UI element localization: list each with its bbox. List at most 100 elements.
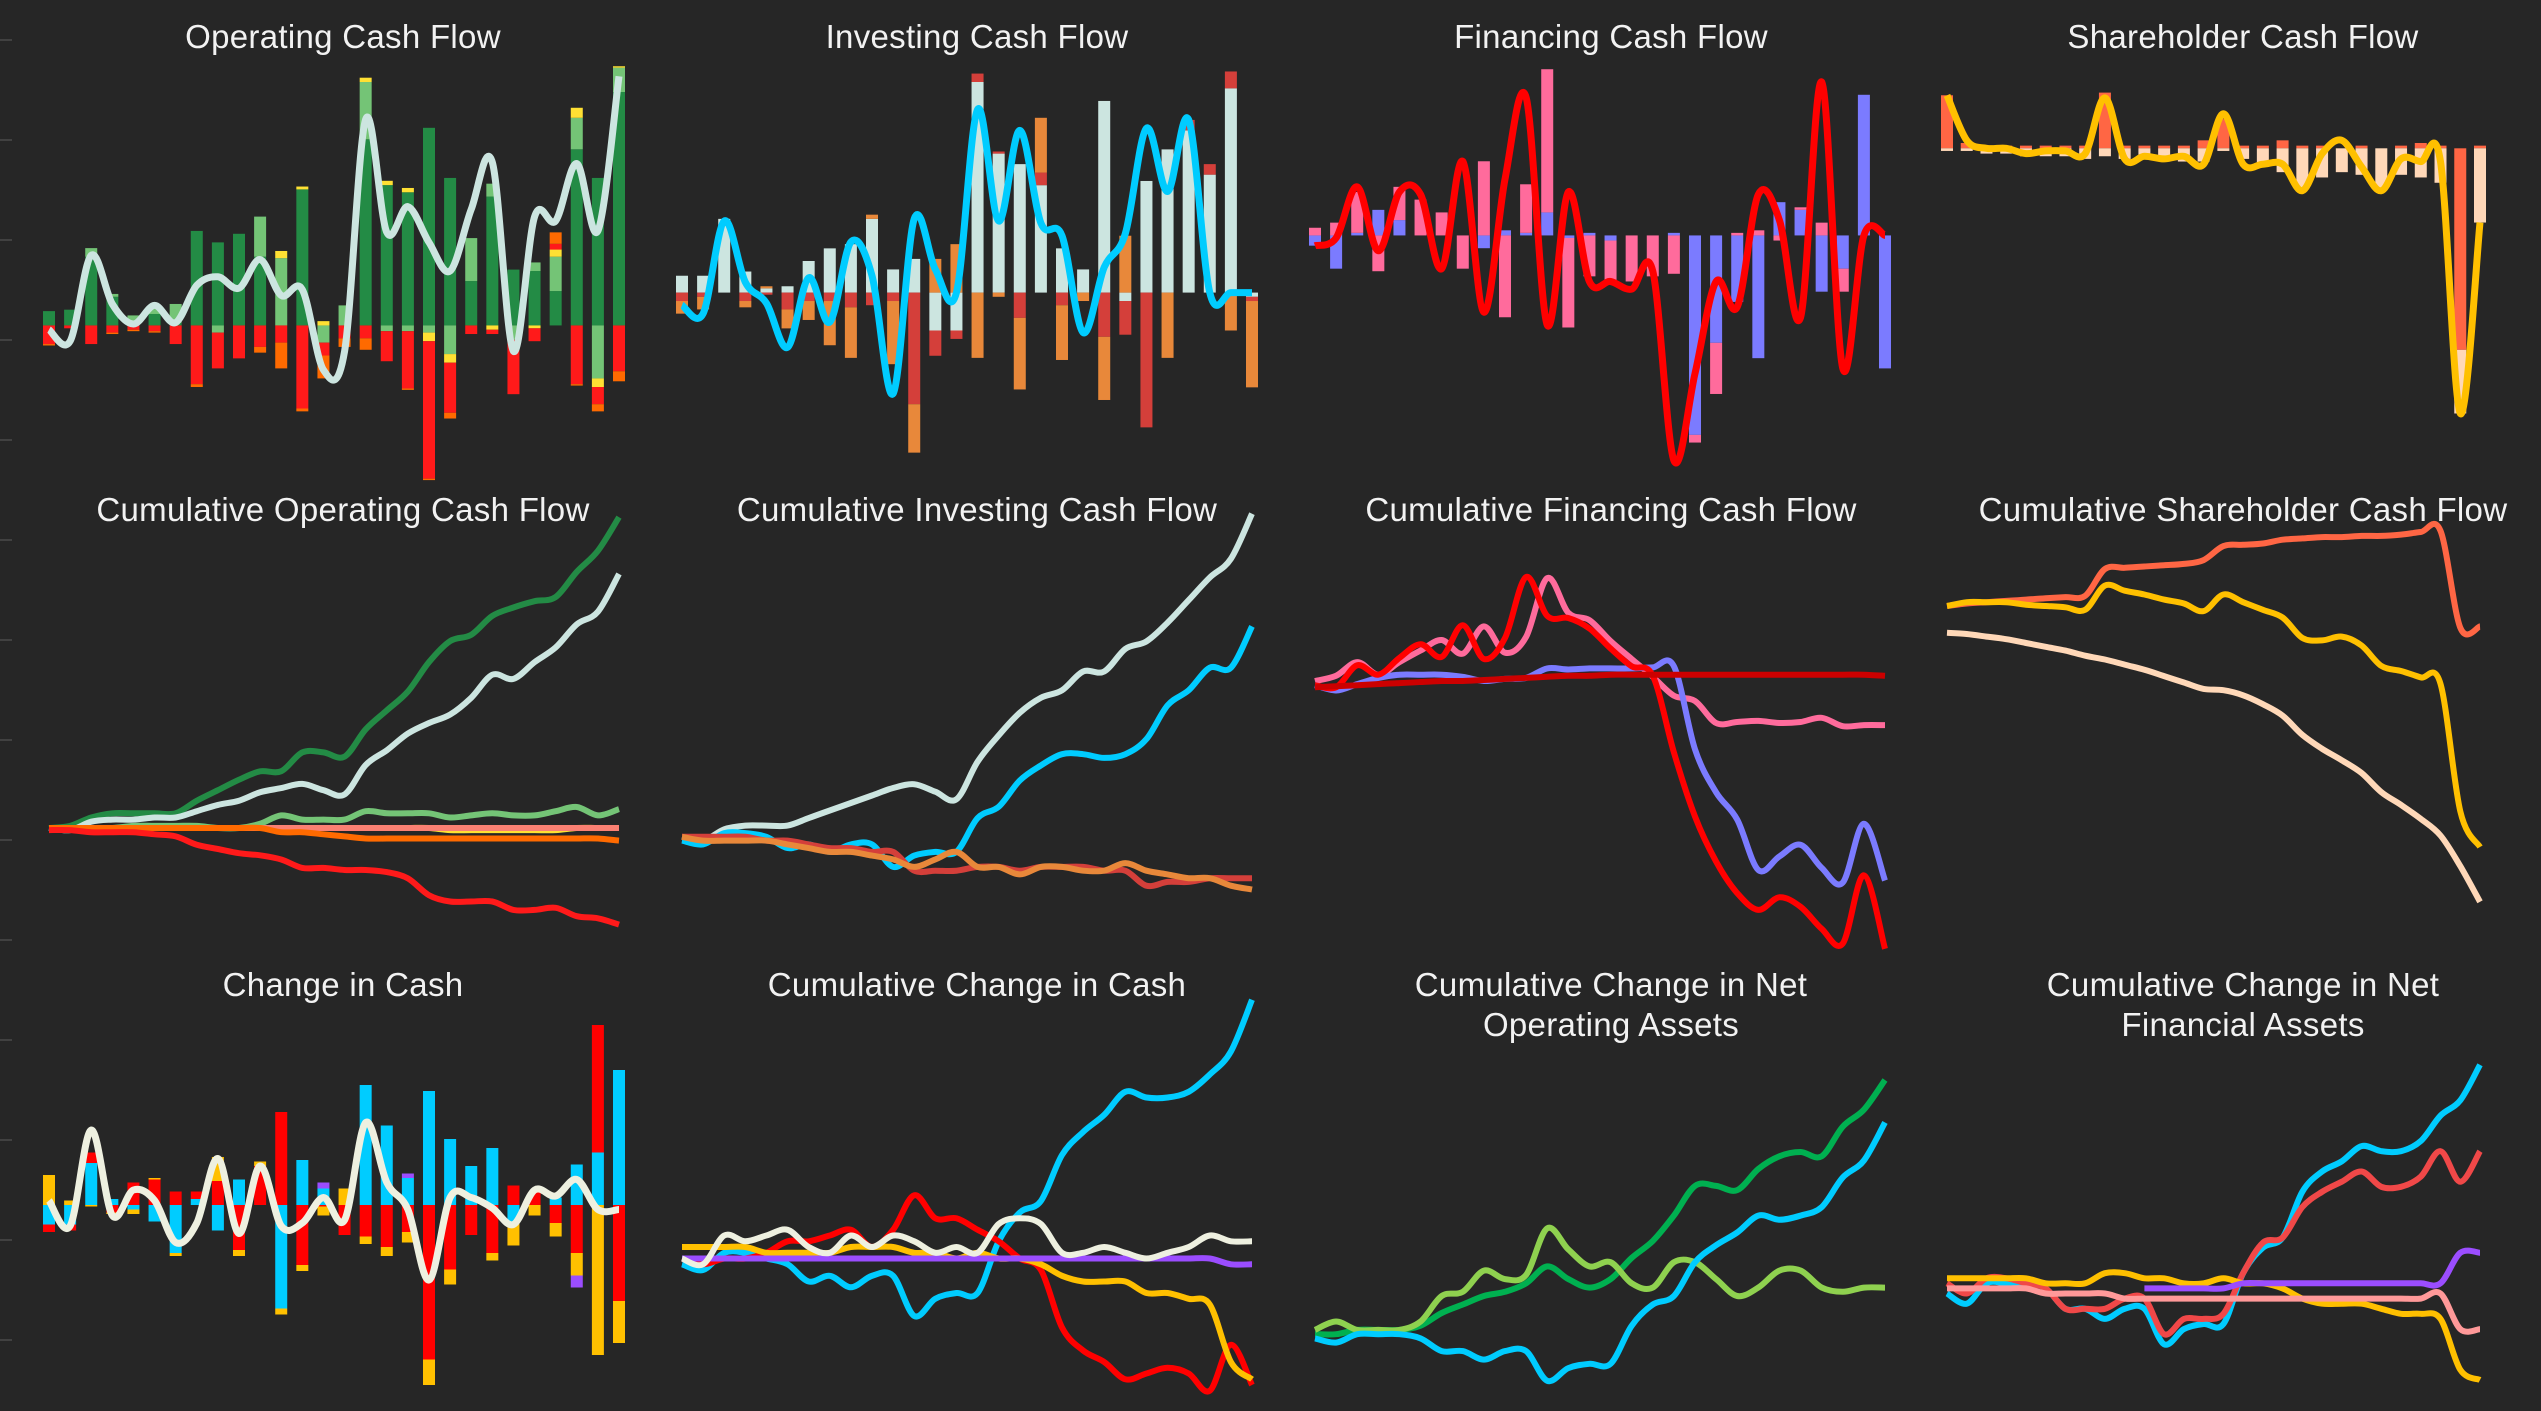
series-line [680,1215,1253,1269]
chart-title: Operating Assets [1483,1006,1739,1043]
series-line [48,826,620,928]
bar-segment [233,1250,245,1256]
bar-segment [1815,235,1828,292]
chart-panels: Operating Cash Flow Investing Cash Flow Fi… [43,18,2507,1395]
series-line [1946,581,2483,849]
bar-segment [591,387,604,405]
bar-segment [570,107,583,118]
bar-segment [233,325,245,359]
bar-segment [486,1205,499,1253]
series-line [48,824,620,844]
bar-segment [1309,227,1321,236]
bar-segment [2296,145,2309,149]
series-line-total [1943,93,2484,418]
bar-segment [380,331,393,362]
bar-segment [549,249,562,257]
bar-segment [2414,142,2427,149]
bar-segment [971,73,984,82]
bar-segment [570,384,583,386]
bar-segment [423,1091,435,1205]
series-line [1314,574,1888,950]
bar-segment [844,292,857,308]
bar-segment [106,332,119,335]
bar-segment [148,308,161,314]
bar-segment [823,248,836,293]
bar-segment [1309,235,1321,246]
bar-segment [211,1205,224,1231]
bar-segment [549,256,562,292]
bar-segment [570,1275,583,1288]
series-line [680,998,1255,1320]
bar-segment [444,362,457,413]
bar-segment [549,243,562,250]
series-line [1314,671,1886,691]
bar-segment [613,66,625,68]
chart-title: Shareholder Cash Flow [2067,18,2418,55]
bar-segment [676,275,688,293]
bar-segment [887,301,900,365]
bar-segment [401,1173,414,1178]
bar-segment [317,325,330,343]
series-line [1314,657,1888,888]
chart-title: Operating Cash Flow [185,18,501,55]
bar-segment [971,292,984,358]
bar-segment [444,177,457,326]
bar-segment [1752,235,1765,359]
bar-segment [613,1301,625,1343]
series-line [1946,1285,2481,1335]
bar-segment [1077,269,1090,293]
bar-segment [570,1253,583,1276]
bar-segment [1752,230,1765,236]
chart-title: Financial Assets [2121,1006,2364,1043]
bar-segment [802,301,815,320]
bar-segment [254,256,267,326]
bar-segment [549,1197,562,1205]
bar-segment [296,408,309,412]
bar-segment [1056,305,1068,360]
bar-segment [613,1205,625,1301]
bar-segment [2118,145,2131,149]
chart-cumulative-financing-cash-flow: Cumulative Financing Cash Flow [1314,491,1888,950]
bar-segment [127,315,140,322]
chart-shareholder-cash-flow: Shareholder Cash Flow [1941,18,2486,418]
bar-segment [950,330,963,339]
bar-segment [591,378,604,388]
bar-segment [2454,148,2467,350]
bar-segment [570,325,583,385]
bar-segment [992,151,1005,154]
chart-title: Cumulative Change in Net [1415,966,1807,1003]
bar-segment [1456,235,1469,269]
bar-segment [423,478,435,481]
series-line [1945,1063,2483,1348]
bar-segment [1224,292,1237,331]
bar-segment [2237,145,2250,149]
bar-segment [190,384,203,388]
bar-segment [570,1164,583,1205]
bar-segment [1203,164,1216,175]
bar-segment [127,1209,140,1214]
bar-segment [1499,235,1511,318]
bar-segment [190,1199,203,1205]
bar-segment [2039,145,2052,149]
series-line-total [46,75,623,384]
bar-segment [760,286,773,289]
bar-segment [127,1205,140,1210]
bar-segment [1815,222,1828,236]
bar-segment [613,371,625,382]
bar-segment [401,1232,414,1243]
bar-segment [317,1182,330,1189]
chart-cumulative-operating-cash-flow: Cumulative Operating Cash Flow [48,491,622,928]
bar-segment [401,388,414,390]
bar-segment [887,269,900,293]
chart-title: Cumulative Investing Cash Flow [737,491,1217,528]
bar-segment [1960,148,1973,151]
series-line [1313,1224,1886,1334]
bar-segment [359,1236,372,1244]
bar-segment [465,281,478,326]
bar-segment [275,342,288,369]
bar-segment [929,292,942,331]
bar-segment [2158,145,2171,149]
bar-segment [401,187,414,193]
bar-segment [127,329,140,332]
bar-segment [2138,145,2151,149]
